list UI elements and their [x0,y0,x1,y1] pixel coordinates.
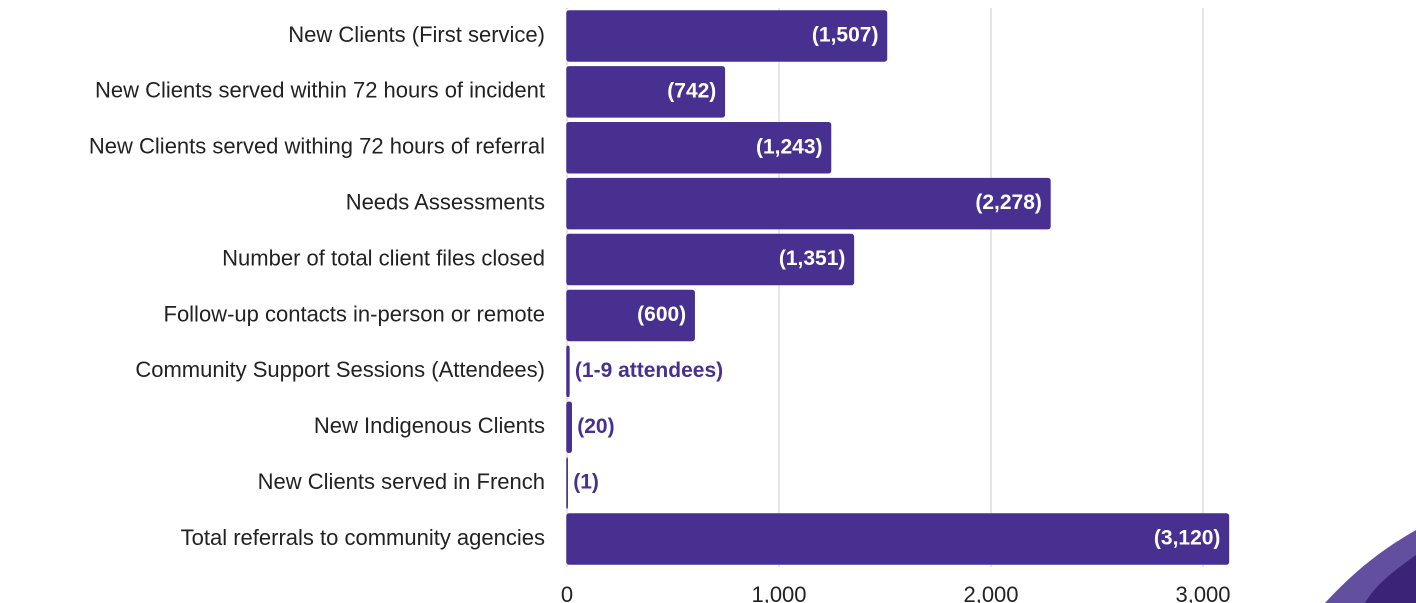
value-label: (1,243) [756,135,823,158]
x-tick-label: 0 [561,582,573,603]
y-tick-label: New Clients (First service) [288,22,545,47]
value-label: (1,351) [779,247,846,270]
bar [567,514,1228,564]
bar [567,346,569,396]
value-label: (3,120) [1154,527,1221,550]
value-label: (1) [573,471,599,494]
y-tick-label: New Clients served withing 72 hours of r… [89,134,545,159]
y-tick-label: Number of total client files closed [222,245,545,270]
x-tick-label: 1,000 [751,582,806,603]
value-label: (742) [667,79,716,102]
value-label: (2,278) [975,191,1042,214]
y-tick-label: New Clients served in French [258,469,545,494]
y-tick-label: Total referrals to community agencies [181,525,545,550]
value-label: (1-9 attendees) [575,359,723,382]
value-label: (1,507) [812,23,879,46]
bar [567,402,571,452]
y-tick-label: Follow-up contacts in-person or remote [164,301,546,326]
y-tick-label: Needs Assessments [346,189,545,214]
y-tick-label: Community Support Sessions (Attendees) [135,357,545,382]
x-tick-label: 3,000 [1175,582,1230,603]
y-tick-label: New Indigenous Clients [314,413,545,438]
x-tick-label: 2,000 [963,582,1018,603]
y-tick-label: New Clients served within 72 hours of in… [95,78,545,103]
value-label: (600) [637,303,686,326]
chart: 0 1,000 2,000 3,000 New Clients (First servi… [0,0,1416,603]
value-label: (20) [577,415,614,438]
